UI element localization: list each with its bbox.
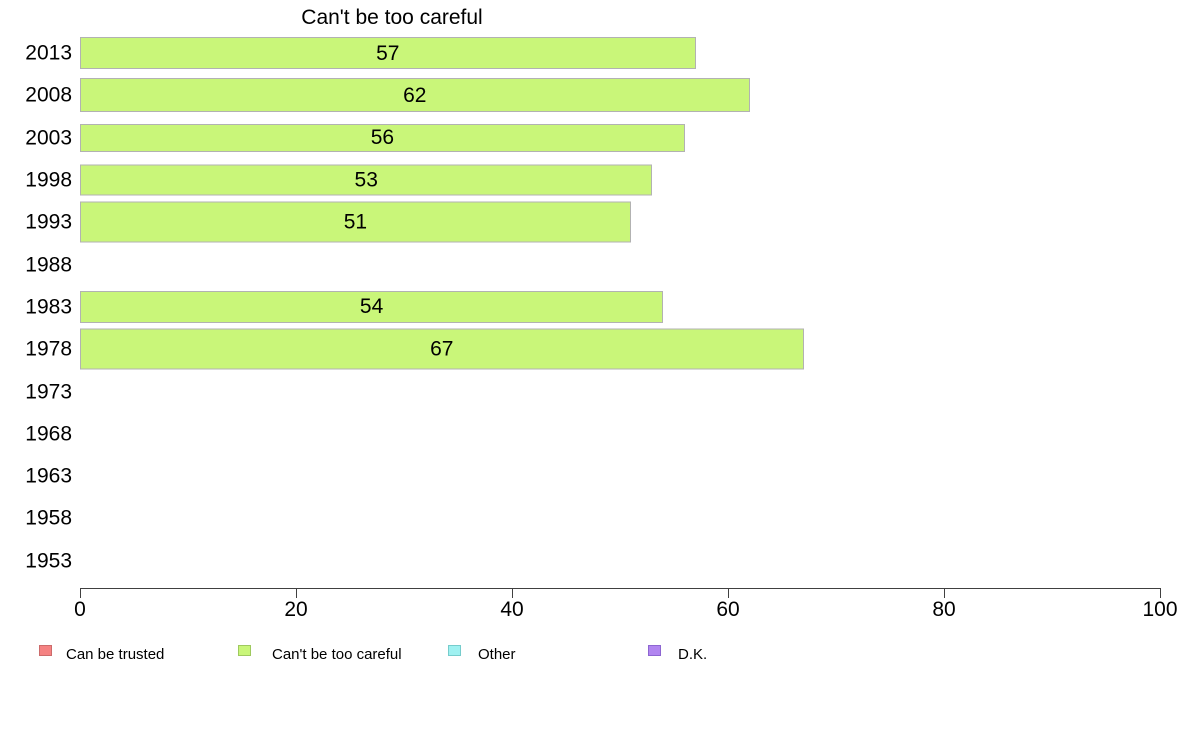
- y-axis-label: 1968: [25, 422, 72, 446]
- bar: 62: [80, 78, 750, 113]
- chart-row-1953: 1953: [0, 540, 1188, 582]
- y-axis-label: 1958: [25, 506, 72, 530]
- y-axis-label: 1998: [25, 168, 72, 192]
- y-axis-label: 2003: [25, 126, 72, 150]
- bar-value-label: 56: [370, 126, 395, 150]
- y-axis-label: 2013: [25, 41, 72, 65]
- bar-value-label: 54: [359, 295, 384, 319]
- legend-label: D.K.: [678, 646, 708, 663]
- y-axis-label: 1983: [25, 295, 72, 319]
- chart-row-1978: 1978 67: [0, 328, 1188, 370]
- x-axis-tick: [512, 588, 513, 598]
- x-axis-tick-label: 60: [716, 598, 740, 621]
- y-axis-label: 1973: [25, 380, 72, 404]
- legend-label: Can't be too careful: [272, 646, 402, 663]
- chart-row-1988: 1988: [0, 244, 1188, 286]
- chart-row-1983: 1983 54: [0, 286, 1188, 328]
- x-axis-tick-label: 0: [74, 598, 86, 621]
- chart-row-1993: 1993 51: [0, 201, 1188, 243]
- bar: 54: [80, 290, 664, 323]
- y-axis-label: 1963: [25, 464, 72, 488]
- chart-row-1958: 1958: [0, 497, 1188, 539]
- x-axis-tick-label: 80: [932, 598, 956, 621]
- bar: 51: [80, 201, 631, 243]
- y-axis-label: 1993: [25, 210, 72, 234]
- x-axis-tick: [296, 588, 297, 598]
- y-axis-label: 1953: [25, 549, 72, 573]
- chart-row-2003: 2003 56: [0, 117, 1188, 159]
- x-axis-tick-label: 100: [1142, 598, 1178, 621]
- x-axis-tick: [728, 588, 729, 598]
- y-axis-label: 1988: [25, 253, 72, 277]
- y-axis-label: 1978: [25, 337, 72, 361]
- bar-value-label: 67: [430, 337, 454, 361]
- bar-value-label: 62: [403, 83, 427, 107]
- x-axis-line: [80, 588, 1161, 589]
- chart-row-2013: 2013 57: [0, 32, 1188, 74]
- chart-row-2008: 2008 62: [0, 74, 1188, 116]
- bar: 57: [80, 37, 696, 70]
- x-axis-tick-label: 40: [500, 598, 524, 621]
- bar-value-label: 51: [343, 210, 368, 234]
- legend-swatch: [648, 645, 661, 656]
- chart-title: Can't be too careful: [301, 6, 483, 29]
- bar: 53: [80, 164, 653, 196]
- x-axis-tick: [80, 588, 81, 598]
- legend-swatch: [238, 645, 251, 656]
- y-axis-label: 2008: [25, 83, 72, 107]
- bar: 56: [80, 123, 685, 152]
- x-axis-tick: [944, 588, 945, 598]
- legend-swatch: [448, 645, 461, 656]
- bar-value-label: 57: [376, 41, 400, 65]
- chart-row-1963: 1963: [0, 455, 1188, 497]
- x-axis-tick-label: 20: [284, 598, 308, 621]
- chart-row-1968: 1968: [0, 413, 1188, 455]
- legend-label: Can be trusted: [66, 646, 165, 663]
- chart-row-1973: 1973: [0, 370, 1188, 412]
- chart-row-1998: 1998 53: [0, 159, 1188, 201]
- legend-swatch: [39, 645, 52, 656]
- bar: 67: [80, 328, 804, 370]
- legend-label: Other: [478, 646, 516, 663]
- bar-value-label: 53: [354, 168, 378, 192]
- x-axis-tick: [1160, 588, 1161, 598]
